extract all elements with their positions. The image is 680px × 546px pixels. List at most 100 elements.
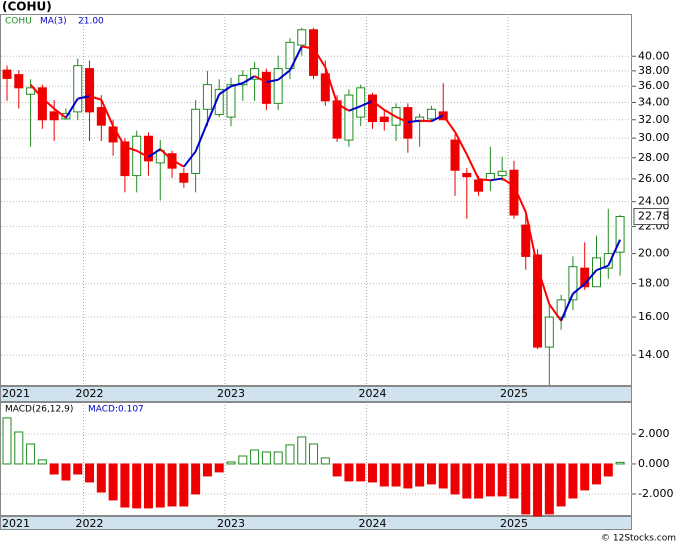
candle-body bbox=[85, 68, 95, 113]
ma-line bbox=[383, 109, 397, 118]
candle-body bbox=[568, 266, 578, 301]
ma-line bbox=[289, 46, 303, 71]
ma-line bbox=[242, 75, 256, 84]
macd-panel bbox=[0, 402, 632, 516]
candle-body bbox=[49, 111, 59, 121]
candle-body bbox=[143, 135, 153, 162]
y-tick-label: 38.00 bbox=[638, 64, 670, 77]
macd-bar bbox=[509, 463, 519, 499]
ma-line bbox=[124, 145, 138, 152]
macd-bar bbox=[261, 451, 271, 465]
macd-bar bbox=[238, 455, 248, 465]
ma-line bbox=[501, 177, 515, 187]
macd-bar bbox=[379, 463, 389, 487]
macd-bar bbox=[592, 463, 601, 485]
ma-line bbox=[218, 85, 232, 96]
macd-bar bbox=[26, 443, 36, 465]
candle-body bbox=[179, 172, 189, 183]
candle-body bbox=[592, 257, 601, 288]
macd-bar bbox=[450, 463, 460, 495]
candle-body bbox=[403, 107, 413, 139]
y-tick-label: 16.00 bbox=[638, 310, 670, 323]
ma-line bbox=[254, 75, 267, 83]
candle-body bbox=[202, 84, 212, 110]
candle-body bbox=[96, 107, 106, 126]
ma-line bbox=[159, 148, 173, 161]
macd-bar bbox=[132, 463, 142, 509]
ma-line bbox=[277, 69, 291, 81]
macd-bar bbox=[2, 417, 12, 465]
macd-bar bbox=[521, 463, 531, 515]
y-tick-label: 26.00 bbox=[638, 172, 670, 185]
x-tick-label: 2023 bbox=[217, 387, 245, 400]
candle-body bbox=[367, 94, 377, 123]
x-tick-label: 2024 bbox=[358, 387, 386, 400]
y-tick-label: 30.00 bbox=[638, 131, 670, 144]
candle-body bbox=[426, 108, 436, 120]
macd-bar bbox=[191, 463, 201, 495]
macd-bar bbox=[497, 463, 507, 497]
ma-line bbox=[524, 211, 539, 268]
legend-symbol: COHU bbox=[5, 17, 32, 27]
ma-line bbox=[596, 264, 609, 272]
candle-body bbox=[155, 150, 165, 164]
x-tick-label: 2023 bbox=[217, 517, 245, 530]
ma-line bbox=[147, 148, 161, 158]
candle-body bbox=[544, 316, 554, 348]
legend-macd-value: MACD:0.107 bbox=[88, 405, 144, 415]
y-tick-label: 28.00 bbox=[638, 151, 670, 164]
ma-line bbox=[230, 82, 244, 88]
macd-bar bbox=[96, 463, 106, 493]
price-panel bbox=[0, 14, 632, 386]
ma-line bbox=[513, 185, 527, 213]
ma-line bbox=[100, 99, 115, 127]
x-tick-label: 2024 bbox=[358, 517, 386, 530]
candle-body bbox=[580, 267, 590, 288]
candle-body bbox=[26, 87, 36, 95]
candle-body bbox=[297, 29, 307, 46]
ma-line bbox=[407, 119, 420, 124]
macd-bar bbox=[61, 463, 71, 481]
macd-bar bbox=[533, 463, 543, 517]
macd-bar bbox=[474, 463, 484, 499]
x-tick-label: 2025 bbox=[500, 387, 528, 400]
ma-line bbox=[560, 293, 574, 322]
y-tick-label: 34.00 bbox=[638, 96, 670, 109]
macd-bar bbox=[462, 463, 472, 499]
candle-body bbox=[556, 299, 566, 318]
macd-bar bbox=[367, 463, 377, 483]
macd-bar bbox=[226, 461, 236, 465]
macd-bar bbox=[155, 463, 165, 508]
candle-body bbox=[273, 68, 283, 104]
candle-body bbox=[603, 253, 613, 269]
ma-line bbox=[536, 267, 551, 305]
macd-bar bbox=[603, 463, 613, 477]
y-tick-label: -2.000 bbox=[638, 487, 673, 500]
y-tick-label: 14.00 bbox=[638, 348, 670, 361]
ma-line bbox=[65, 98, 79, 119]
legend-ma: MA(3) bbox=[40, 17, 67, 27]
candle-body bbox=[462, 172, 472, 178]
macd-bar bbox=[426, 463, 436, 485]
ma-line bbox=[41, 97, 55, 110]
candle-body bbox=[261, 71, 271, 104]
y-tick-label: 36.00 bbox=[638, 79, 670, 92]
x-tick-label: 2022 bbox=[76, 517, 104, 530]
candle-body bbox=[320, 73, 330, 102]
macd-bar bbox=[108, 463, 118, 501]
ma-line bbox=[607, 239, 621, 267]
macd-bar bbox=[202, 463, 212, 477]
x-tick-label: 2021 bbox=[2, 517, 30, 530]
macd-bar bbox=[85, 463, 95, 483]
ma-line bbox=[183, 150, 197, 168]
macd-bar bbox=[615, 461, 625, 465]
ma-line bbox=[29, 84, 44, 99]
macd-bar bbox=[415, 463, 425, 487]
macd-bar bbox=[285, 444, 295, 465]
macd-bar bbox=[297, 436, 307, 465]
ma-line bbox=[360, 100, 373, 108]
ma-line bbox=[53, 107, 67, 119]
candle-body bbox=[615, 216, 625, 253]
